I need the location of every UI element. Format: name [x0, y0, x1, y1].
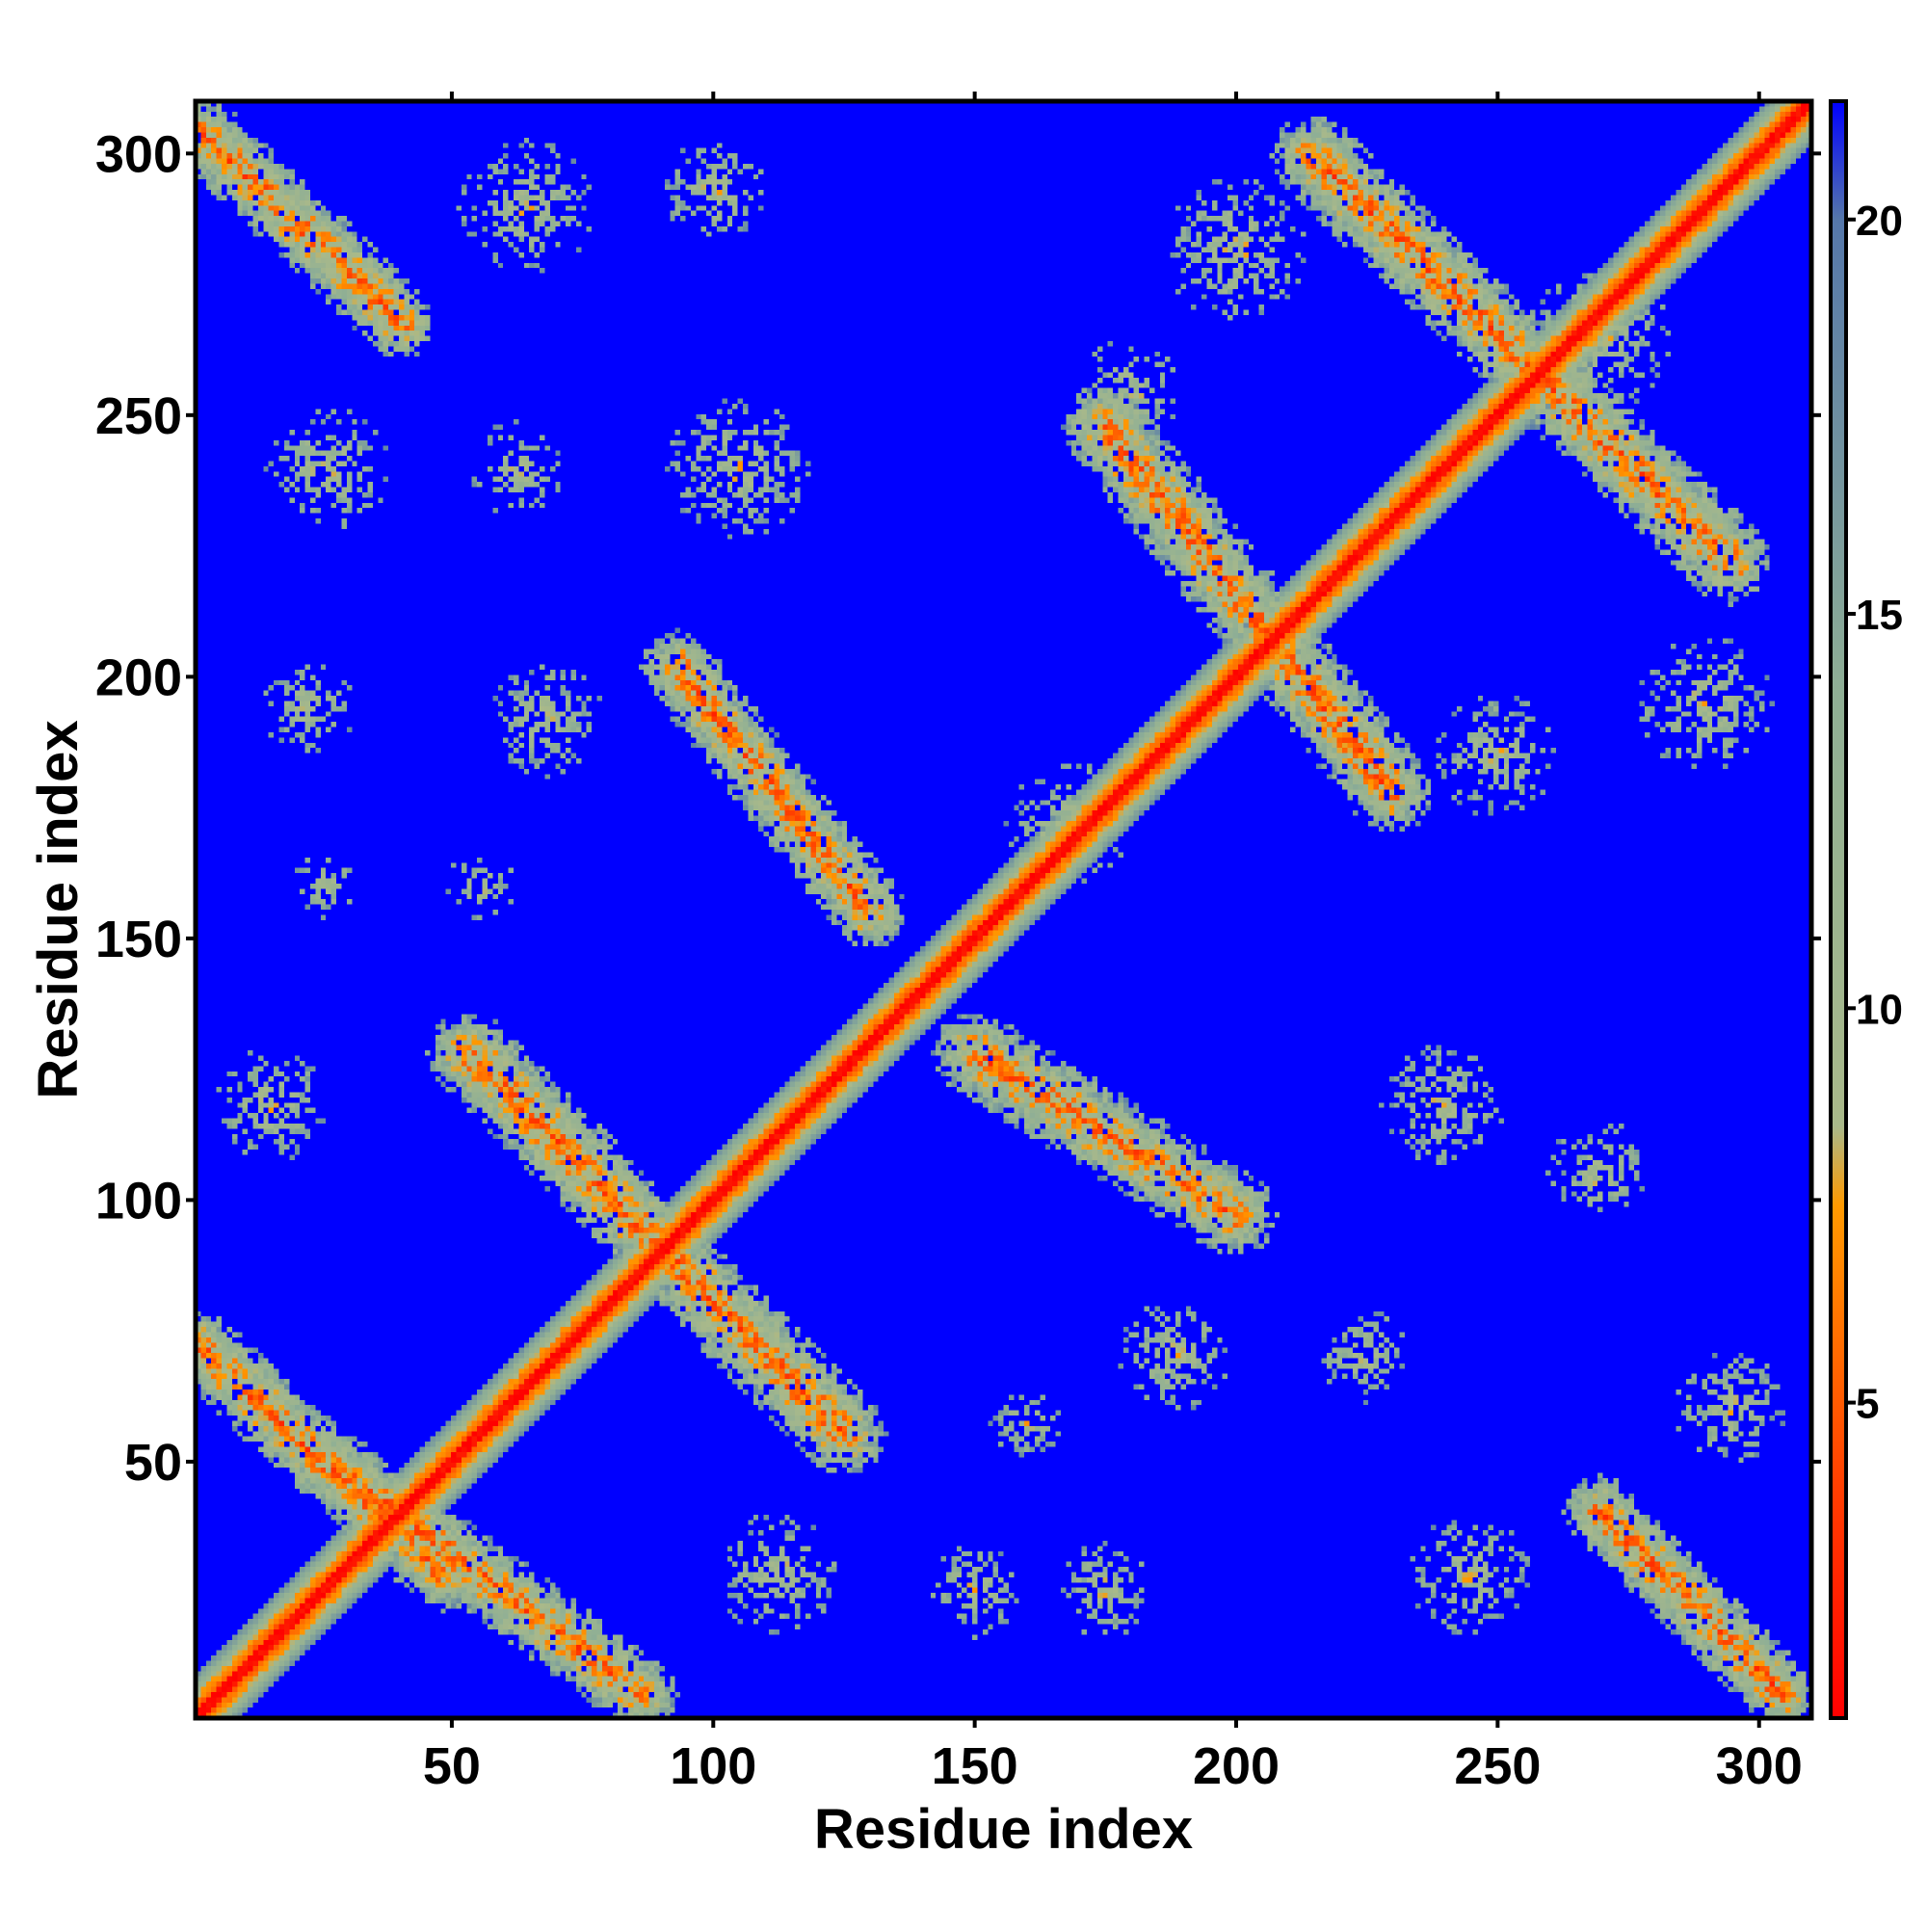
colorbar-gradient [1829, 99, 1848, 1720]
x-tick-label: 100 [670, 1737, 756, 1795]
y-axis: 50 100 150 200 250 300 [95, 125, 1821, 1492]
x-tick-label: 300 [1716, 1737, 1803, 1795]
x-tick-label: 200 [1193, 1737, 1280, 1795]
y-tick-label: 200 [95, 648, 182, 706]
colorbar-tick-label: 5 [1856, 1381, 1879, 1428]
y-axis-title: Residue index [27, 720, 90, 1098]
x-axis: 50 100 150 200 250 300 [423, 92, 1803, 1795]
y-tick-label: 50 [124, 1434, 182, 1492]
colorbar-tick-label: 15 [1856, 592, 1903, 639]
plot-frame [193, 98, 1814, 1721]
x-tick-label: 150 [932, 1737, 1018, 1795]
x-tick-label: 50 [423, 1737, 481, 1795]
y-tick-label: 300 [95, 125, 182, 183]
colorbar: 5 10 15 20 [1829, 99, 1903, 1720]
x-tick-label: 250 [1454, 1737, 1541, 1795]
heatmap-layer [196, 101, 1811, 1718]
y-tick-label: 100 [95, 1172, 182, 1230]
colorbar-tick-label: 10 [1856, 986, 1903, 1033]
heatmap-cells [196, 101, 1811, 1718]
y-tick-label: 250 [95, 387, 182, 445]
colorbar-tick-label: 20 [1856, 198, 1903, 245]
x-axis-title: Residue index [814, 1798, 1193, 1861]
y-tick-label: 150 [95, 911, 182, 968]
